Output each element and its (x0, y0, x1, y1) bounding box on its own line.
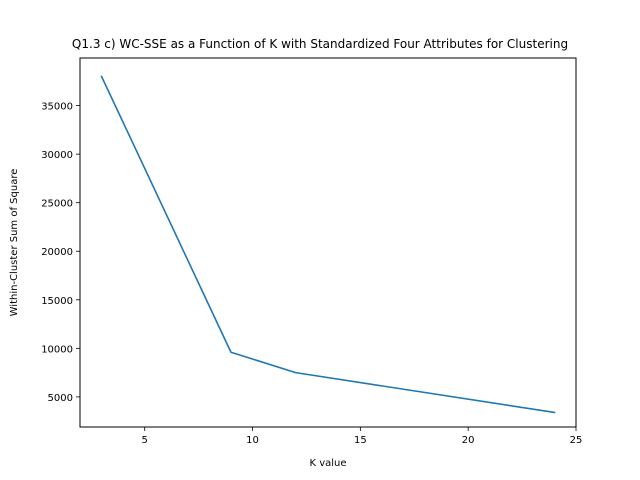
series-line (100, 75, 556, 414)
y-tick-label: 15000 (41, 296, 73, 307)
plot-frame (79, 57, 577, 428)
y-tick-label: 35000 (41, 102, 73, 113)
y-tick-label: 5000 (48, 393, 73, 404)
y-axis-label: Within-Cluster Sum of Square (9, 169, 20, 317)
x-tick-label: 10 (246, 435, 259, 446)
x-axis-label: K value (309, 458, 346, 469)
x-tick-label: 25 (570, 435, 583, 446)
x-tick-label: 20 (462, 435, 475, 446)
chart-title: Q1.3 c) WC-SSE as a Function of K with S… (72, 37, 568, 51)
x-tick-label: 15 (354, 435, 367, 446)
y-tick-label: 25000 (41, 199, 73, 210)
y-tick-label: 20000 (41, 247, 73, 258)
y-tick-label: 30000 (41, 150, 73, 161)
y-tick-label: 10000 (41, 344, 73, 355)
x-tick-label: 5 (142, 435, 148, 446)
y-axis: 5000 10000 15000 20000 25000 30000 35000 (41, 102, 80, 404)
plot-area (100, 75, 556, 414)
x-axis: 5 10 15 20 25 (142, 427, 583, 446)
